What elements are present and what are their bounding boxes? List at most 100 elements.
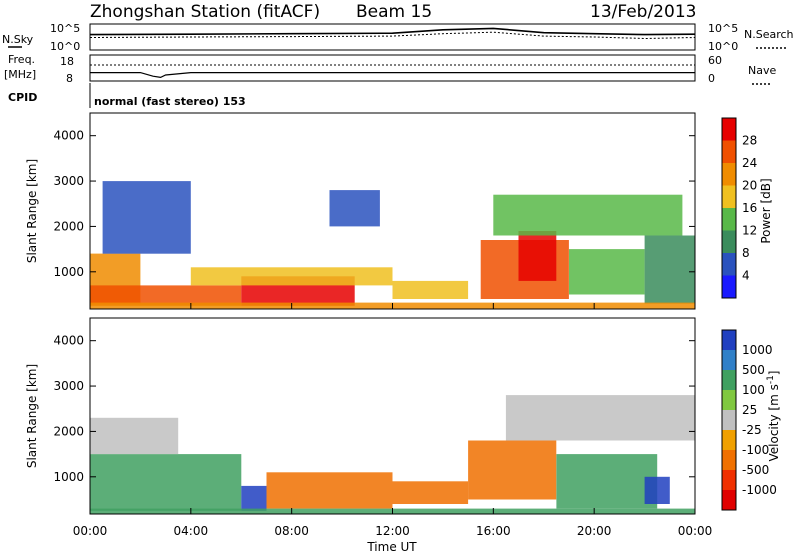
heatmap-region [266, 472, 393, 509]
nave-tick-low: 0 [708, 72, 715, 85]
y-tick-label: 1000 [53, 265, 84, 279]
y-tick-label: 3000 [53, 174, 84, 188]
heatmap-region [90, 285, 242, 306]
colorbar-tick-label: 100 [742, 383, 765, 397]
nsky-series-line [89, 27, 696, 36]
colorbar-swatch [722, 430, 736, 450]
heatmap-region [90, 454, 242, 511]
power-colorbar: 4 8 12 16 20 24 28 [721, 117, 757, 299]
cpid-value: normal (fast stereo) 153 [94, 95, 246, 108]
colorbar-swatch [722, 208, 736, 231]
heatmap-region [493, 194, 683, 236]
colorbar-tick-label: -25 [742, 423, 762, 437]
colorbar-frame [721, 329, 737, 511]
heatmap-region [644, 476, 670, 504]
heatmap-region [392, 280, 469, 299]
colorbar-frame [721, 117, 737, 299]
colorbar-swatch [722, 140, 736, 163]
x-tick-label: 04:00 [174, 524, 209, 538]
power-colorbar-label: Power [dB] [759, 178, 773, 243]
nave-tick-high: 60 [708, 54, 722, 67]
freq-panel-frame [89, 54, 696, 82]
colorbar-swatch [722, 230, 736, 253]
heatmap-region [90, 417, 179, 455]
colorbar-swatch [722, 470, 736, 490]
x-tick-label: 08:00 [274, 524, 309, 538]
date-label: 13/Feb/2013 [590, 2, 696, 22]
y-tick-label: 4000 [53, 129, 84, 143]
colorbar-swatch [722, 490, 736, 510]
velocity-y-axis: 1000 2000 3000 4000 [53, 334, 695, 484]
colorbar-tick-label: 16 [742, 201, 757, 215]
x-tick-label: 00:00 [73, 524, 108, 538]
colorbar-tick-label: 4 [742, 269, 750, 283]
heatmap-region [505, 395, 695, 441]
colorbar-swatch [722, 253, 736, 276]
nsky-right-tick-high: 10^5 [708, 22, 738, 35]
nsky-label: N.Sky [2, 33, 34, 46]
y-tick-label: 1000 [53, 470, 84, 484]
heatmap-region [468, 440, 557, 500]
nave-label: Nave [748, 64, 776, 77]
heatmap-region [102, 181, 191, 254]
heatmap-region [644, 235, 695, 304]
freq-tick-high: 18 [60, 55, 74, 68]
colorbar-tick-label: 28 [742, 134, 757, 148]
heatmap-region [518, 231, 557, 281]
freq-unit-label: [MHz] [4, 68, 36, 81]
velocity-colorbar-label-main: Velocity [m s [767, 384, 781, 461]
colorbar-swatch [722, 330, 736, 350]
colorbar-swatch [722, 185, 736, 208]
power-heatmap [90, 181, 695, 309]
colorbar-swatch [722, 350, 736, 370]
colorbar-swatch [722, 450, 736, 470]
nsearch-label: N.Search [744, 28, 794, 41]
heatmap-region [241, 485, 267, 511]
colorbar-swatch [722, 370, 736, 390]
velocity-colorbar-label-exp: -1 [766, 375, 776, 384]
power-y-axis: 1000 2000 3000 4000 [53, 129, 695, 279]
heatmap-region [190, 267, 393, 286]
colorbar-tick-label: 1000 [742, 343, 773, 357]
velocity-colorbar: 1000 500 100 25 -25 -100 -500 -1000 [721, 329, 777, 511]
nsearch-series-line [89, 31, 696, 40]
velocity-colorbar-label: Velocity [m s-1] [766, 371, 781, 462]
x-axis-label: Time UT [366, 540, 417, 554]
x-tick-label: 00:00 [678, 524, 713, 538]
time-x-axis: 00:00 04:00 08:00 12:00 16:00 20:00 00:00 [73, 303, 713, 538]
x-tick-label: 20:00 [577, 524, 612, 538]
nsky-right-tick-low: 10^0 [708, 40, 738, 53]
power-y-label: Slant Range [km] [25, 159, 39, 263]
colorbar-swatch [722, 275, 736, 298]
colorbar-tick-label: 25 [742, 403, 757, 417]
colorbar-tick-label: -500 [742, 463, 769, 477]
colorbar-tick-label: 20 [742, 179, 757, 193]
station-title: Zhongshan Station (fitACF) [90, 2, 320, 22]
y-tick-label: 2000 [53, 424, 84, 438]
colorbar-swatch [722, 163, 736, 186]
velocity-heatmap [90, 395, 695, 514]
heatmap-region [329, 190, 380, 227]
colorbar-tick-label: 500 [742, 363, 765, 377]
heatmap-region [392, 481, 469, 504]
y-tick-label: 2000 [53, 219, 84, 233]
heatmap-region [569, 249, 645, 295]
y-tick-label: 3000 [53, 379, 84, 393]
freq-series-line [90, 72, 695, 79]
nsky-panel-frame [89, 23, 696, 51]
colorbar-swatch [722, 118, 736, 141]
freq-label: Freq. [8, 53, 35, 66]
beam-label: Beam 15 [356, 2, 432, 22]
colorbar-tick-label: -1000 [742, 483, 777, 497]
heatmap-region [556, 454, 658, 509]
colorbar-tick-label: 8 [742, 246, 750, 260]
nsky-left-tick-high: 10^5 [50, 22, 80, 35]
freq-tick-low: 8 [66, 72, 73, 85]
colorbar-tick-label: 12 [742, 224, 757, 238]
velocity-y-label: Slant Range [km] [25, 364, 39, 468]
nsky-left-tick-low: 10^0 [50, 40, 80, 53]
velocity-colorbar-label-end: ] [767, 371, 781, 376]
colorbar-tick-label: 24 [742, 156, 757, 170]
colorbar-swatch [722, 390, 736, 410]
